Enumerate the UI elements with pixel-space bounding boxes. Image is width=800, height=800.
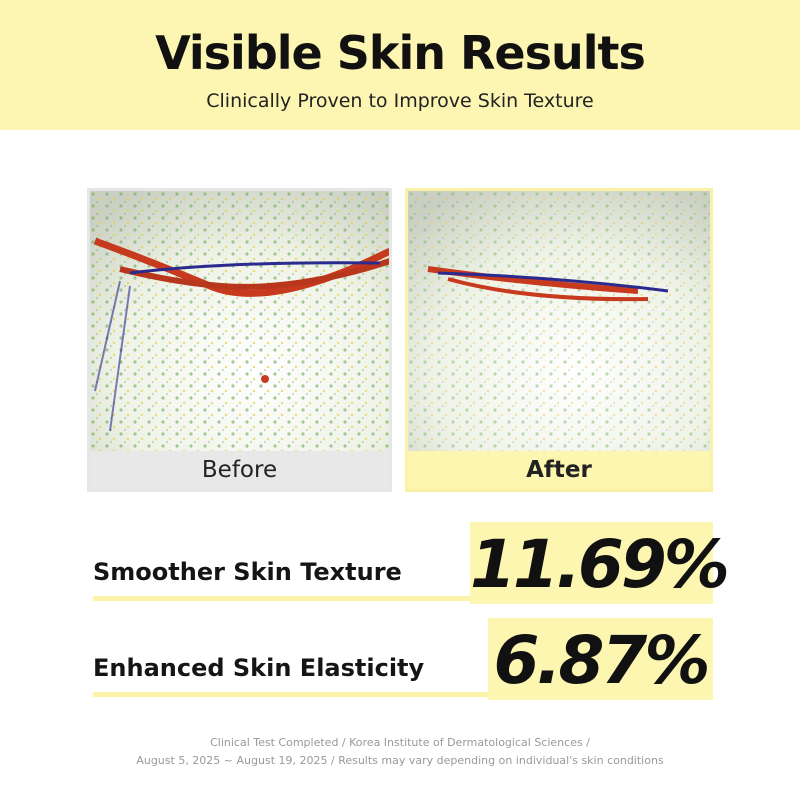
footnote: August 5, 2025 ~ August 19, 2025 / Resul… bbox=[136, 754, 664, 767]
stat-label: Enhanced Skin Elasticity bbox=[93, 654, 425, 682]
underline bbox=[93, 596, 473, 601]
stat-box bbox=[488, 618, 713, 700]
stat-box bbox=[470, 522, 713, 604]
stat-label: Smoother Skin Texture bbox=[93, 558, 402, 586]
stat-value: 11.69% bbox=[470, 526, 730, 603]
subtitle: Clinically Proven to Improve Skin Textur… bbox=[206, 90, 594, 112]
title: Visible Skin Results bbox=[155, 26, 646, 80]
after-image bbox=[408, 191, 710, 451]
before-image bbox=[90, 191, 389, 451]
before-label: Before bbox=[201, 457, 278, 483]
stat-value: 6.87% bbox=[493, 622, 711, 699]
before-panel: Before bbox=[87, 188, 392, 492]
header-band bbox=[0, 0, 800, 130]
underline bbox=[93, 692, 493, 697]
after-label: After bbox=[526, 457, 592, 483]
footnote: Clinical Test Completed / Korea Institut… bbox=[210, 736, 590, 749]
after-panel: After bbox=[405, 188, 713, 492]
